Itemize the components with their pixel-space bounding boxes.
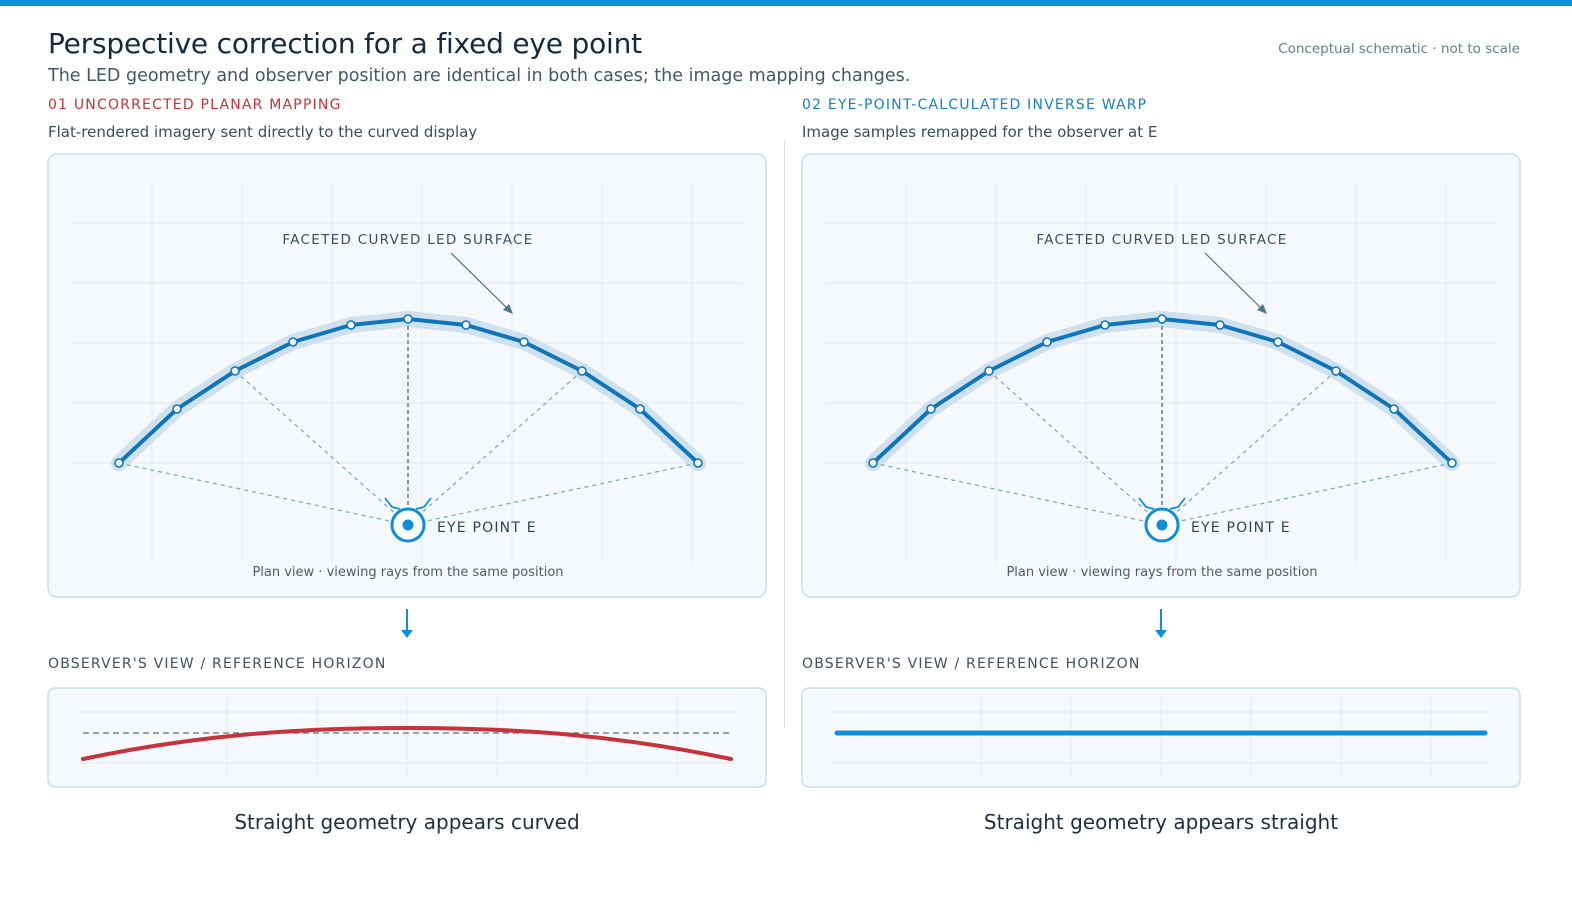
surface-label: FACETED CURVED LED SURFACE [282,232,533,248]
plan-caption: Plan view · viewing rays from the same p… [1006,565,1317,580]
viewing-ray [407,462,699,526]
curved-horizon [81,725,733,761]
led-joint [288,337,298,347]
plan-view-diagram: FACETED CURVED LED SURFACE EYE POINT E P… [47,153,767,598]
viewing-ray [988,370,1163,526]
accent-bar [0,0,1572,6]
viewing-rays [872,370,1453,526]
led-joint [1100,320,1110,330]
plan-caption: Plan view · viewing rays from the same p… [252,565,563,580]
panel-corrected: 02 EYE-POINT-CALCULATED INVERSE WARP Ima… [801,0,1521,900]
plan-view-diagram: FACETED CURVED LED SURFACE EYE POINT E P… [801,153,1521,598]
led-panel-joints [114,314,703,468]
viewing-ray [1161,462,1453,526]
section-label: 01 UNCORRECTED PLANAR MAPPING [48,97,342,113]
result-caption: Straight geometry appears curved [234,810,580,834]
led-joint [461,320,471,330]
viewing-ray [234,370,409,526]
viewing-ray [872,462,1163,526]
ray-arrow-left [1138,497,1155,510]
schematic-note: Conceptual schematic · not to scale [1278,41,1520,57]
ray-arrow-left [384,497,401,510]
panel-divider [784,140,785,728]
led-panel-joints [868,314,1457,468]
observer-view-label: OBSERVER'S VIEW / REFERENCE HORIZON [802,656,1141,672]
led-joint [230,366,240,376]
section-label: 02 EYE-POINT-CALCULATED INVERSE WARP [802,97,1148,113]
arrow-down-icon [401,609,413,638]
surface-label-leader [1204,252,1265,312]
led-joint [1215,320,1225,330]
surface-label: FACETED CURVED LED SURFACE [1036,232,1287,248]
view-grid [77,697,737,778]
page-subtitle: The LED geometry and observer position a… [48,66,911,86]
arrow-down-icon [1155,609,1167,638]
ray-arrow-right [1169,497,1186,510]
eye-target-icon [1144,507,1180,543]
led-joint [926,404,936,414]
surface-label-leader [450,252,511,312]
viewing-ray [1161,370,1337,526]
eye-point-label: EYE POINT E [437,520,537,536]
led-joint [1157,314,1167,324]
section-description: Image samples remapped for the observer … [802,123,1158,141]
view-grid [831,697,1491,778]
plan-grid [826,183,1496,563]
surface-label-arrowhead [503,304,513,314]
viewing-ray [118,462,409,526]
eye-target-icon [390,507,426,543]
led-joint [868,458,878,468]
led-joint [635,404,645,414]
led-joint [693,458,703,468]
result-caption: Straight geometry appears straight [983,810,1339,834]
observer-view-label: OBSERVER'S VIEW / REFERENCE HORIZON [48,656,387,672]
surface-label-arrowhead [1257,304,1267,314]
led-joint [1331,366,1341,376]
page-title: Perspective correction for a fixed eye p… [48,27,642,60]
led-joint [403,314,413,324]
section-description: Flat-rendered imagery sent directly to t… [48,123,478,141]
led-joint [577,366,587,376]
led-joint [346,320,356,330]
viewing-rays [118,370,699,526]
ray-arrow-right [415,497,432,510]
led-joint [114,458,124,468]
led-joint [1042,337,1052,347]
observer-view [801,687,1521,788]
led-joint [172,404,182,414]
led-joint [519,337,529,347]
observer-view [47,687,767,788]
led-joint [1273,337,1283,347]
viewing-ray [407,370,583,526]
panel-uncorrected: 01 UNCORRECTED PLANAR MAPPING Flat-rende… [47,0,767,900]
eye-point-label: EYE POINT E [1191,520,1291,536]
led-joint [1389,404,1399,414]
led-joint [984,366,994,376]
led-joint [1447,458,1457,468]
